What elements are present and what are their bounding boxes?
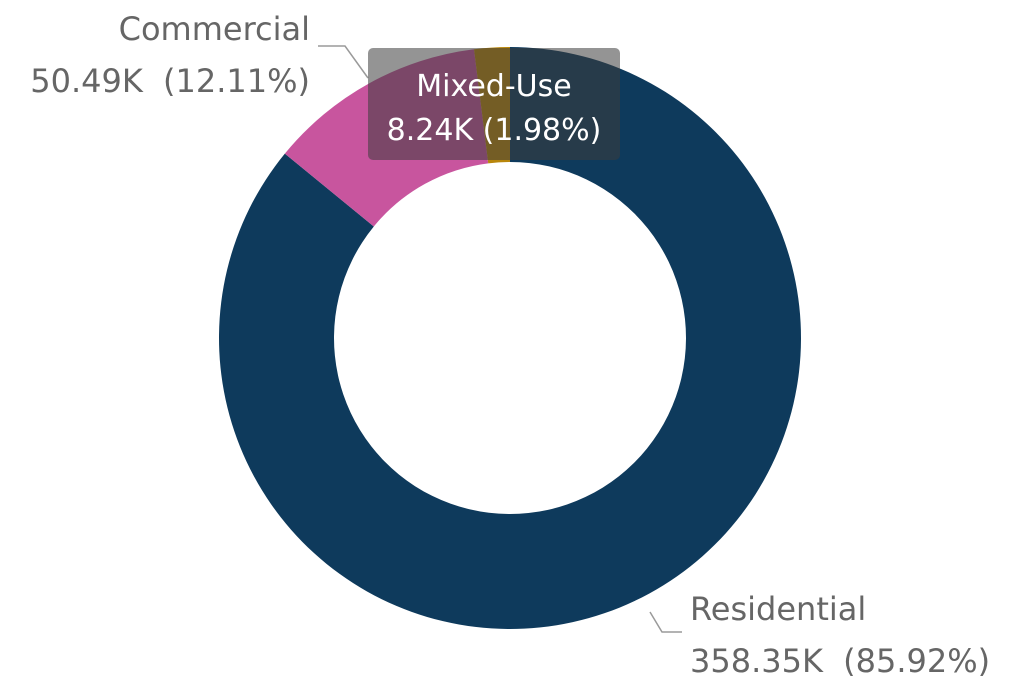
label-residential-name: Residential (690, 590, 866, 628)
hover-tooltip: Mixed-Use 8.24K (1.98%) (368, 48, 620, 160)
label-commercial-percent: (12.11%) (163, 62, 310, 100)
label-commercial-amount: 50.49K (30, 62, 144, 100)
leader-line-residential (649, 611, 682, 633)
leader-line-commercial (318, 45, 369, 79)
tooltip-category: Mixed-Use (416, 69, 571, 104)
label-commercial-name: Commercial (119, 10, 310, 48)
label-residential-amount: 358.35K (690, 642, 824, 680)
tooltip-box (368, 48, 620, 160)
label-residential-percent: (85.92%) (843, 642, 990, 680)
labels-layer: Residential 358.35K (85.92%) Commercial … (30, 10, 990, 680)
label-commercial-value: 50.49K (12.11%) (30, 62, 310, 100)
slice-residential[interactable] (218, 47, 801, 630)
tooltip-value: 8.24K (1.98%) (387, 113, 602, 148)
label-residential-value: 358.35K (85.92%) (690, 642, 990, 680)
